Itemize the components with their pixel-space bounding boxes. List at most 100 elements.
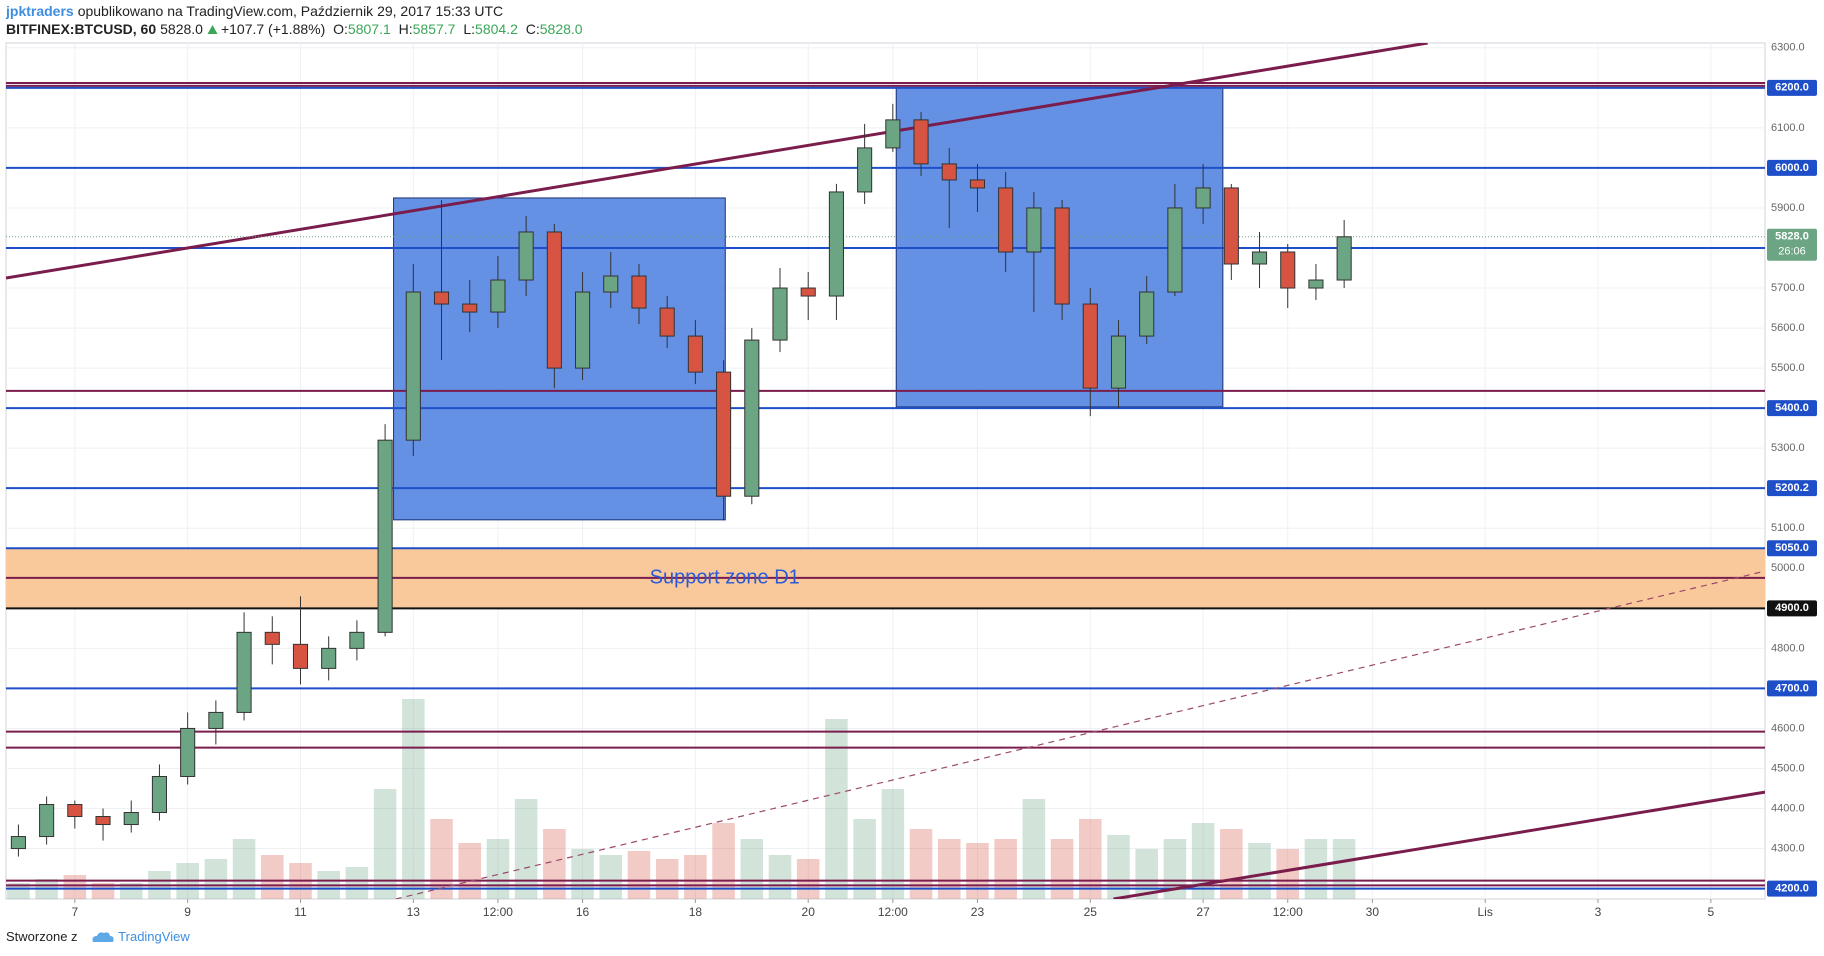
candle-body xyxy=(575,291,591,369)
x-tick-label: 12:00 xyxy=(1273,905,1303,919)
ohlc-value: 5828.0 xyxy=(539,21,583,37)
plot-area xyxy=(5,42,1766,900)
candle-body xyxy=(659,307,675,337)
volume-bar xyxy=(571,849,594,899)
level-label-bg xyxy=(1767,400,1817,417)
volume-bar xyxy=(853,819,876,899)
x-tick-label: 18 xyxy=(689,905,703,919)
candle-body xyxy=(180,727,196,777)
volume-bar xyxy=(260,855,284,899)
ohlc-key: L: xyxy=(463,21,476,37)
candle-body xyxy=(1308,279,1324,289)
volume-bar xyxy=(627,851,651,899)
x-tick-label: 27 xyxy=(1196,905,1210,919)
volume-bar xyxy=(684,855,707,899)
header-line-1: jpktraders opublikowano na TradingView.co… xyxy=(6,3,507,19)
y-tick-label: 5000.0 xyxy=(1771,562,1805,574)
candle-body xyxy=(95,816,111,826)
candle-body xyxy=(39,804,55,838)
ohlc-value: 5807.1 xyxy=(347,21,391,37)
candle-body xyxy=(1082,303,1098,389)
candle-body xyxy=(1026,207,1042,253)
countdown: 26:06 xyxy=(1778,246,1806,258)
annotation: Support zone D1 xyxy=(650,567,800,589)
volume-bar xyxy=(430,819,453,899)
candle-body xyxy=(1223,187,1239,265)
last: 5828.0 xyxy=(160,21,203,37)
y-tick-label: 5500.0 xyxy=(1771,362,1805,374)
candle-body xyxy=(1336,236,1352,281)
volume-bar xyxy=(514,799,538,899)
candle-body xyxy=(772,287,788,341)
volume-bar xyxy=(204,859,228,899)
candle-body xyxy=(828,191,844,297)
candle-body xyxy=(321,647,337,669)
candle-body xyxy=(123,812,139,826)
volume-bar xyxy=(63,875,87,899)
author[interactable]: jpktraders xyxy=(6,3,74,19)
volume-bar xyxy=(796,859,820,899)
up-arrow xyxy=(207,25,218,34)
volume-bar xyxy=(937,839,961,899)
logo[interactable] xyxy=(91,930,115,944)
candle-body xyxy=(744,339,760,497)
x-tick-label: 12:00 xyxy=(878,905,908,919)
y-tick-label: 5100.0 xyxy=(1771,522,1805,534)
candle-body xyxy=(292,643,309,669)
volume-bar xyxy=(7,883,30,899)
y-tick-label: 4600.0 xyxy=(1771,722,1805,734)
level-label: 6200.0 xyxy=(1775,82,1809,94)
volume-bar xyxy=(1022,799,1046,899)
volume-bar xyxy=(966,843,989,899)
x-tick-label: 3 xyxy=(1595,905,1602,919)
candle-body xyxy=(433,291,450,305)
volume-bar xyxy=(232,839,256,899)
y-tick-label: 5600.0 xyxy=(1771,322,1805,334)
ohlc-value: 5857.7 xyxy=(412,21,456,37)
volume-bar xyxy=(768,855,792,899)
volume-bar xyxy=(1332,839,1356,899)
x-tick-label: 25 xyxy=(1084,905,1098,919)
volume-bar xyxy=(599,855,623,899)
level-label-bg xyxy=(1767,79,1817,96)
volume-bar xyxy=(345,867,369,899)
candle-body xyxy=(885,119,901,149)
level-label: 4700.0 xyxy=(1775,682,1809,694)
level-label-bg xyxy=(1767,540,1817,557)
ohlc-key: O: xyxy=(333,21,348,37)
brand[interactable]: TradingView xyxy=(118,929,190,944)
y-tick-label: 6100.0 xyxy=(1771,122,1805,134)
candle-body xyxy=(913,119,929,165)
ohlc-key: C: xyxy=(525,21,540,37)
volume-bar xyxy=(119,883,143,899)
volume-bar xyxy=(373,789,397,899)
y-tick-label: 4400.0 xyxy=(1771,802,1805,814)
plot-layer: Support zone D1 xyxy=(6,43,1765,899)
candle-body xyxy=(377,439,393,633)
candle-body xyxy=(151,775,167,814)
level-label-bg xyxy=(1767,680,1817,697)
level-label: 5200.2 xyxy=(1775,482,1809,494)
candle-body xyxy=(687,335,703,373)
level-label-bg xyxy=(1767,600,1817,617)
level-label: 6000.0 xyxy=(1775,162,1809,174)
level-label-bg xyxy=(1767,880,1817,897)
y-tick-label: 4500.0 xyxy=(1771,762,1805,774)
x-tick-label: 13 xyxy=(407,905,421,919)
candle-body xyxy=(1251,251,1268,265)
trend-line xyxy=(395,570,1765,899)
candle-body xyxy=(603,275,619,293)
candle-body xyxy=(1280,251,1296,289)
volume-bar xyxy=(881,789,905,899)
change: +107.7 (+1.88%) xyxy=(220,21,326,37)
x-tick-label: 5 xyxy=(1707,905,1714,919)
created: Stworzone z xyxy=(6,929,78,944)
candle-body xyxy=(800,287,816,297)
symbol: BITFINEX:BTCUSD, 60 xyxy=(6,21,157,37)
y-tick-label: 5700.0 xyxy=(1771,282,1805,294)
candle-body xyxy=(490,279,506,313)
x-tick-label: 9 xyxy=(184,905,191,919)
x-tick-label: 11 xyxy=(294,905,307,919)
candle-body xyxy=(631,275,647,309)
